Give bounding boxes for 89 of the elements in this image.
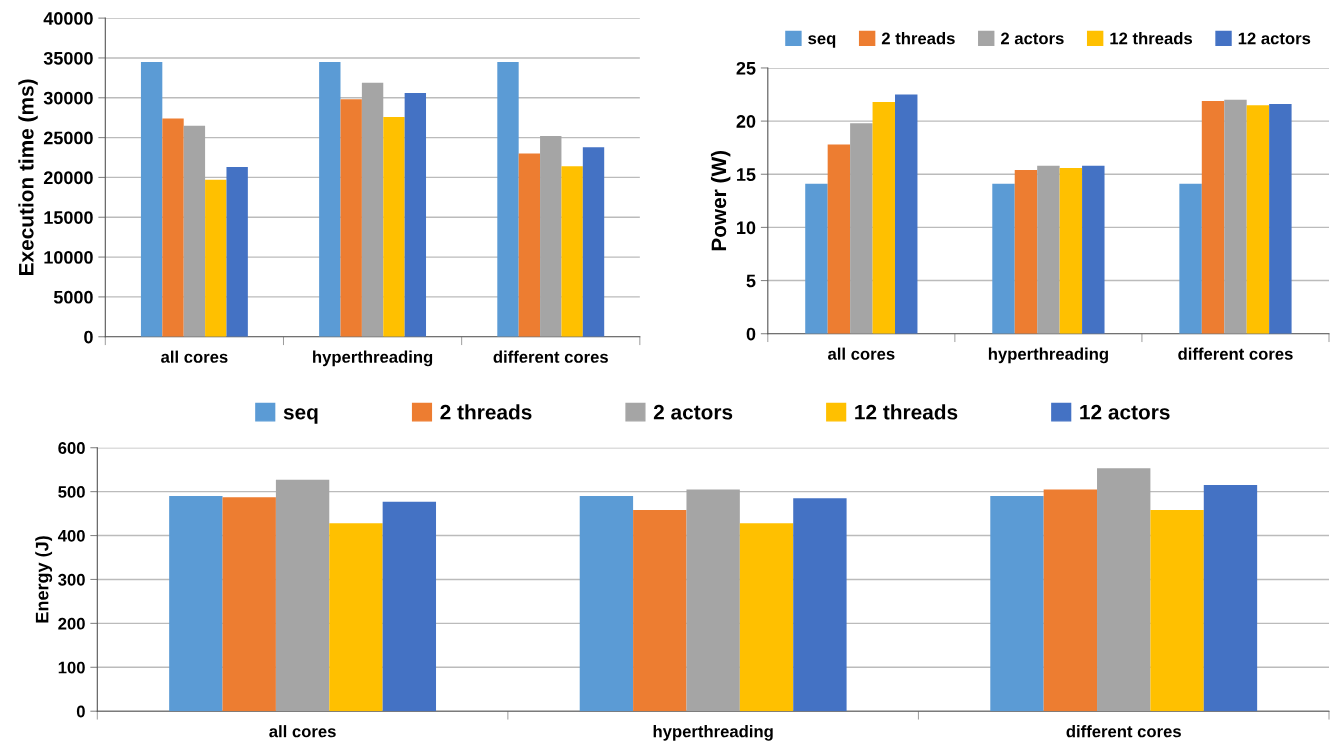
y-tick-label: 20000 xyxy=(43,171,93,185)
bar xyxy=(205,179,227,337)
y-tick-label: 5000 xyxy=(53,290,93,304)
bar xyxy=(340,99,362,337)
y-axis-title: Execution time (ms) xyxy=(18,79,38,275)
x-tick-label: different cores xyxy=(493,350,608,363)
legend-label: 2 actors xyxy=(1000,32,1064,45)
bar xyxy=(1097,468,1151,712)
bar xyxy=(275,479,330,712)
y-tick-label: 100 xyxy=(58,661,85,674)
bar xyxy=(805,183,828,334)
y-tick-label: 10000 xyxy=(44,251,93,264)
bar xyxy=(686,489,740,712)
bar xyxy=(404,92,427,337)
y-tick-label: 200 xyxy=(58,617,85,630)
y-tick-label: 0 xyxy=(84,330,93,344)
bar xyxy=(895,94,918,334)
legend-label: 2 actors xyxy=(653,404,733,420)
bar xyxy=(226,167,248,337)
bar xyxy=(382,501,437,712)
bar xyxy=(383,116,405,337)
legend-label: seq xyxy=(283,408,318,424)
y-tick-label: 30000 xyxy=(43,91,93,105)
x-tick-label: hyperthreading xyxy=(988,347,1108,364)
bar xyxy=(361,82,384,337)
y-tick-label: 25000 xyxy=(43,131,93,145)
bar xyxy=(1014,170,1038,334)
y-tick-label: 15000 xyxy=(44,211,93,224)
y-tick-label: 0 xyxy=(746,327,756,341)
y-tick-label: 10 xyxy=(737,221,756,235)
legend-label: 12 actors xyxy=(1080,404,1170,420)
x-tick-label: all cores xyxy=(828,347,895,360)
x-tick-label: hyperthreading xyxy=(313,350,433,367)
bar xyxy=(1201,100,1225,334)
bar xyxy=(827,144,851,334)
y-tick-label: 35000 xyxy=(43,51,93,65)
bar xyxy=(497,61,519,337)
y-tick-label: 500 xyxy=(58,486,85,498)
x-tick-label: all cores xyxy=(269,725,336,738)
bar xyxy=(739,523,794,712)
bar xyxy=(633,510,687,712)
bar xyxy=(140,61,163,337)
x-tick-label: all cores xyxy=(161,350,228,363)
bar xyxy=(1203,485,1258,712)
bar xyxy=(329,523,383,712)
bar xyxy=(162,118,184,337)
y-tick-label: 300 xyxy=(58,573,85,586)
bar xyxy=(990,496,1044,712)
y-tick-label: 40000 xyxy=(43,12,93,25)
y-tick-label: 600 xyxy=(58,442,85,454)
bar xyxy=(1059,167,1083,334)
legend-label: seq xyxy=(808,35,836,48)
bar xyxy=(561,166,583,337)
y-tick-label: 15 xyxy=(737,168,756,181)
bar xyxy=(582,147,605,337)
bar xyxy=(540,136,562,337)
bar xyxy=(850,123,873,334)
legend-label: 12 actors xyxy=(1238,32,1311,45)
x-tick-label: different cores xyxy=(1178,347,1293,360)
y-tick-label: 400 xyxy=(57,529,85,542)
legend-label: 12 threads xyxy=(1110,32,1193,45)
x-tick-label: hyperthreading xyxy=(653,725,773,741)
y-axis-title: Power (W) xyxy=(710,150,731,251)
bar xyxy=(1037,165,1060,334)
legend-label: 12 threads xyxy=(855,404,958,420)
bar xyxy=(222,497,276,712)
bar xyxy=(1179,183,1202,334)
bar xyxy=(1043,489,1098,712)
bar xyxy=(579,496,634,712)
bar xyxy=(169,496,223,712)
bar xyxy=(992,183,1015,334)
bar xyxy=(793,498,847,712)
bar xyxy=(183,125,206,337)
bar xyxy=(319,61,341,337)
legend-label: 2 threads xyxy=(881,32,955,45)
x-tick-label: different cores xyxy=(1066,725,1181,738)
bar xyxy=(1246,105,1270,334)
bar xyxy=(518,153,541,337)
y-axis-title: Energy (J) xyxy=(35,536,53,623)
bar xyxy=(1150,510,1204,712)
bar xyxy=(872,101,896,334)
bar xyxy=(1224,99,1247,334)
legend-label: 2 threads xyxy=(440,404,532,420)
bar xyxy=(1082,165,1105,334)
y-tick-label: 0 xyxy=(76,705,85,718)
y-tick-label: 25 xyxy=(736,61,756,75)
bar xyxy=(1269,104,1292,334)
y-tick-label: 5 xyxy=(746,274,756,288)
y-tick-label: 20 xyxy=(736,115,756,128)
